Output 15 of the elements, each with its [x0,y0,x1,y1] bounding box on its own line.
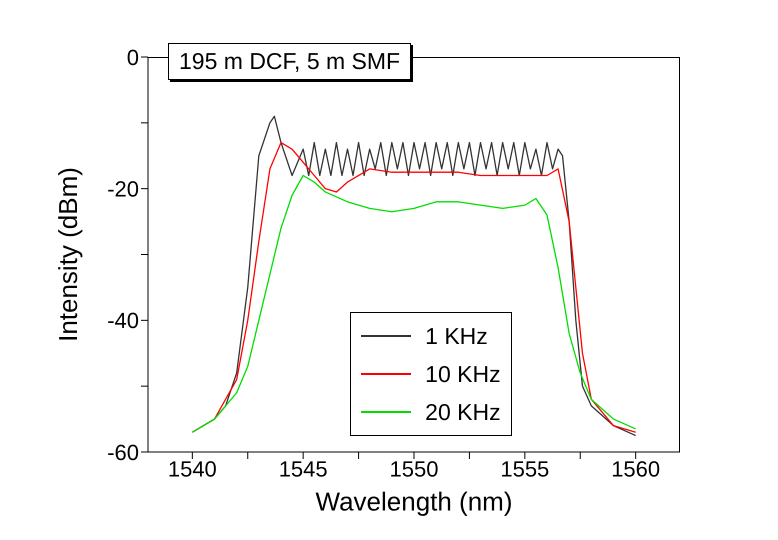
annotation: 195 m DCF, 5 m SMF [168,43,412,80]
legend-label: 10 KHz [425,360,501,389]
y-tick-label: -60 [107,440,139,465]
x-tick-label: 1555 [500,456,550,482]
x-tick-label: 1550 [390,456,438,482]
y-tick-label: 0 [126,44,139,70]
x-tick-label: 1560 [611,456,660,482]
legend-label: 1 KHz [425,322,488,351]
y-tick-label: -20 [107,176,139,202]
x-tick-label: 1545 [278,456,328,482]
legend-label: 20 KHz [425,398,501,427]
x-axis-title: Wavelength (nm) [316,486,512,516]
x-tick-label: 1540 [168,456,217,482]
y-axis-title: Intensity (dBm) [53,167,84,342]
y-tick-label: -40 [107,308,139,334]
